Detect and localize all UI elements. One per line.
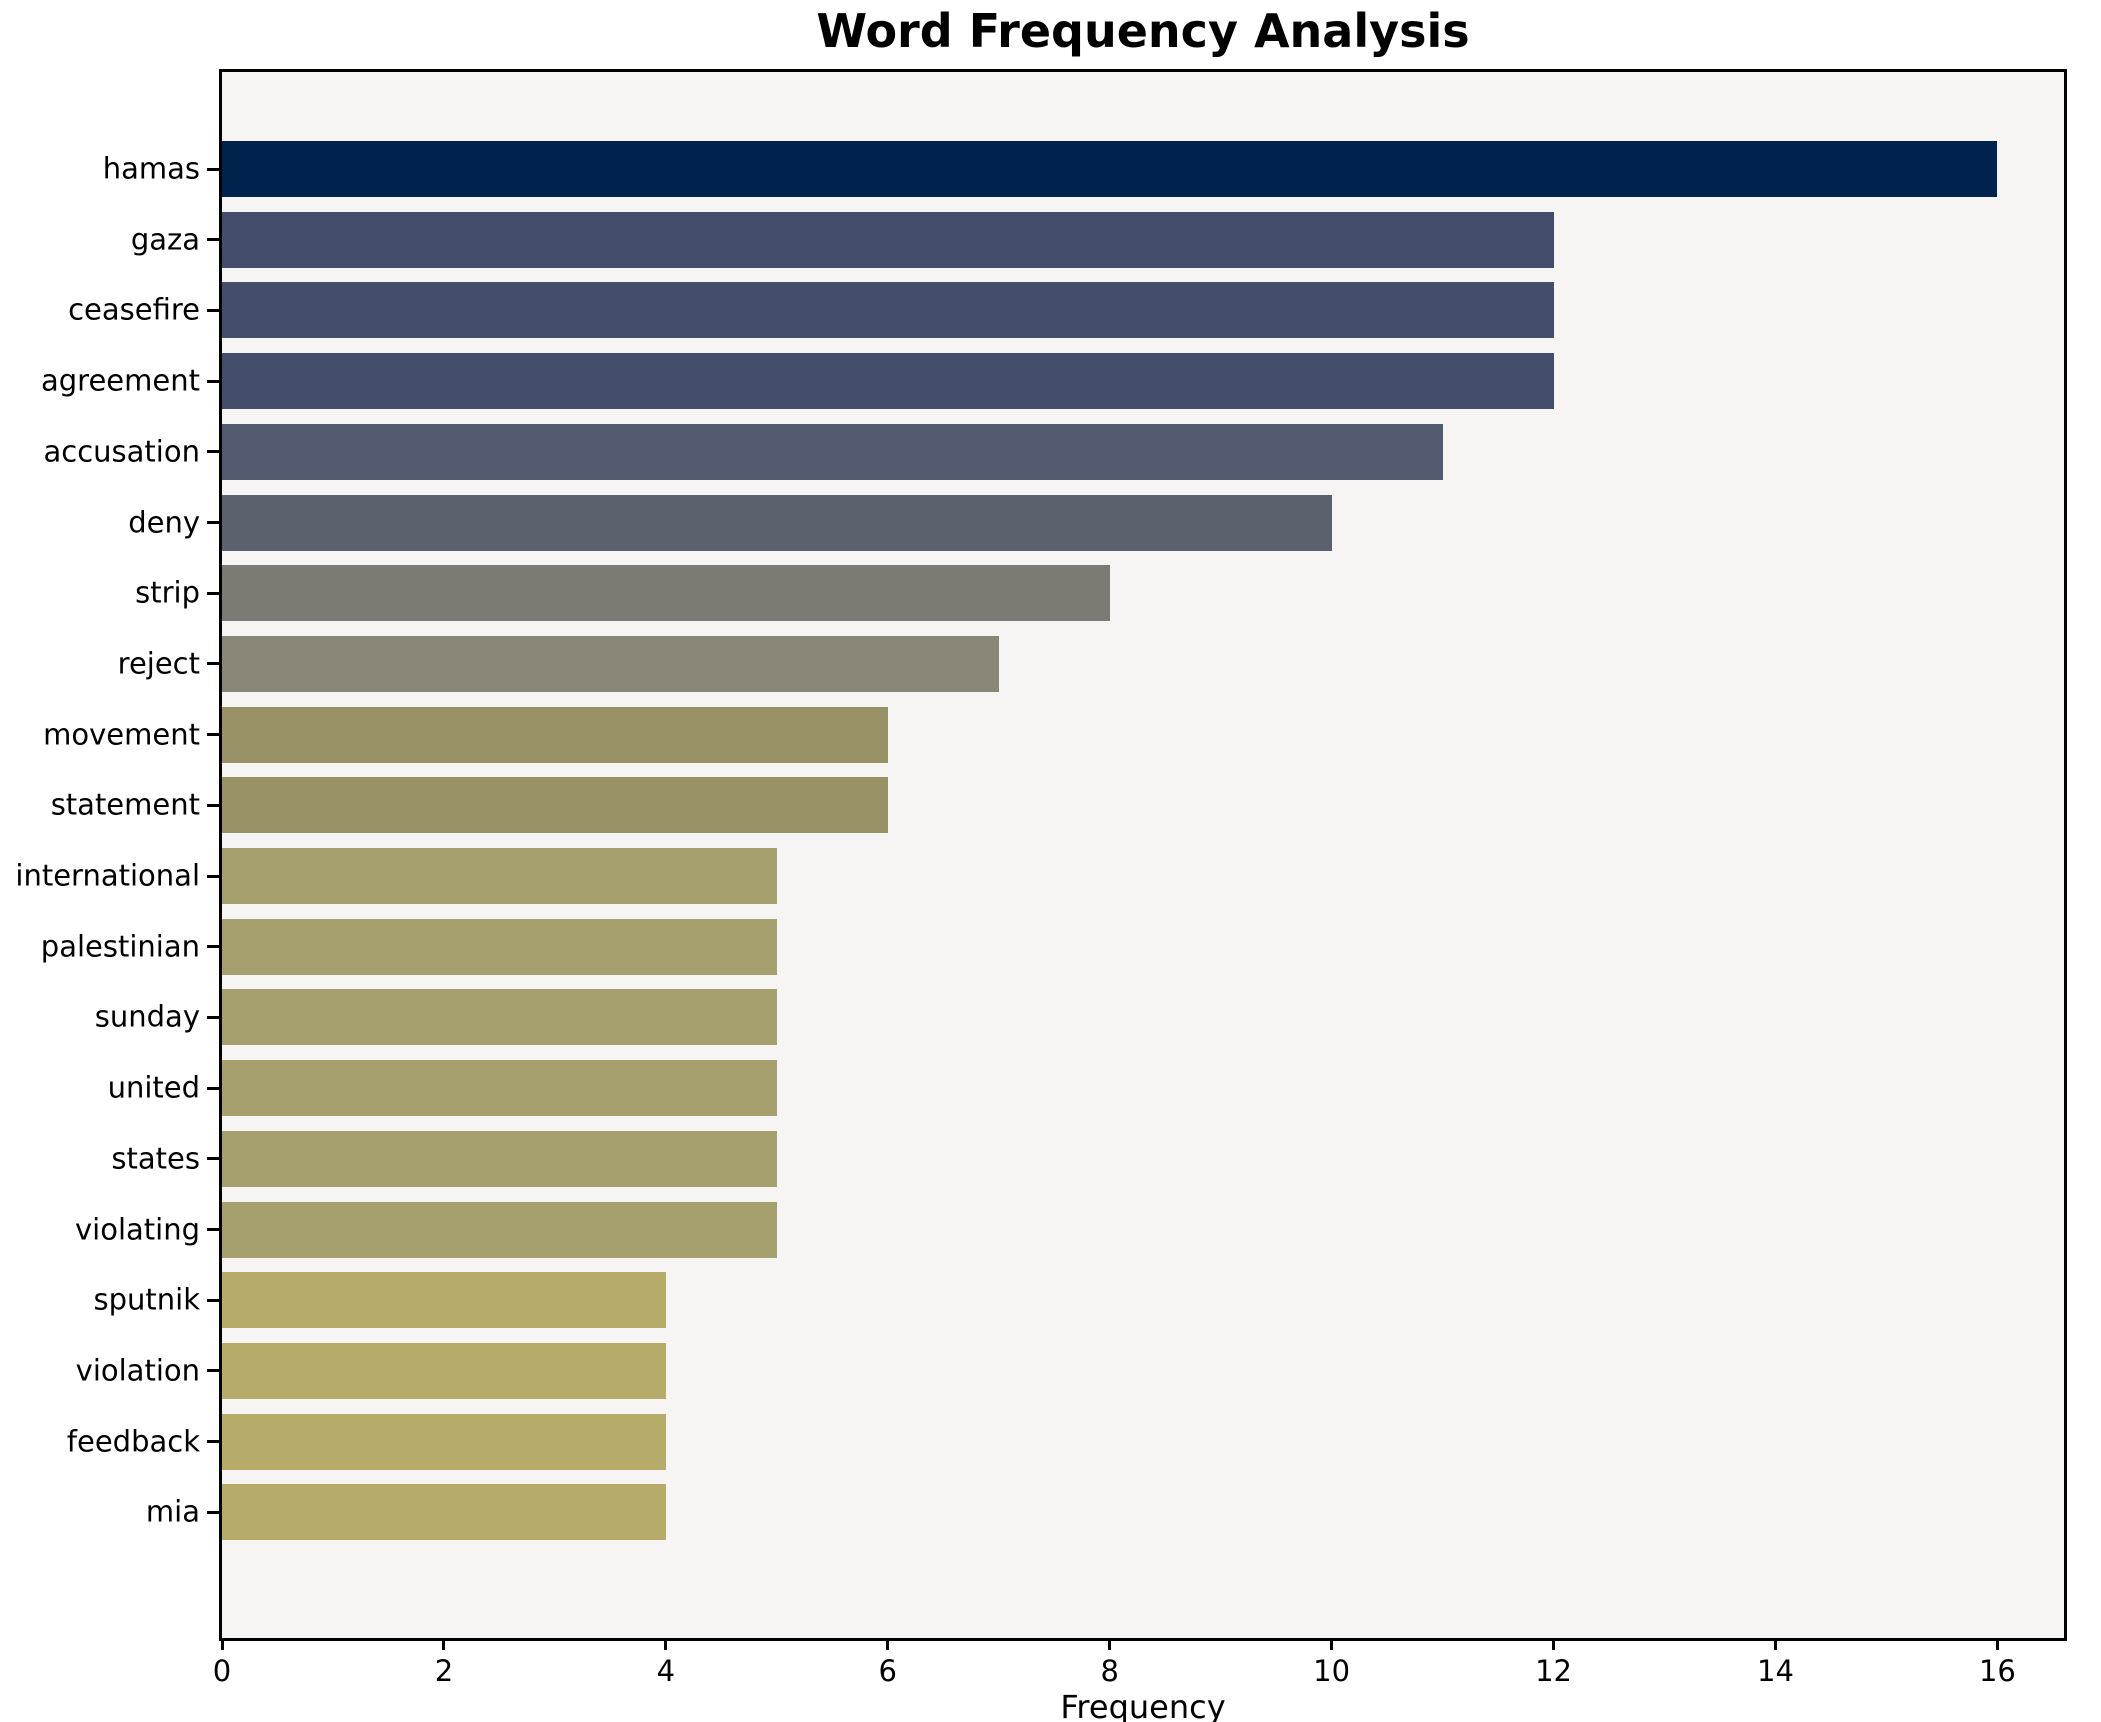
bar-mia [222, 1484, 666, 1541]
x-tick-label-16: 16 [1978, 1654, 2016, 1688]
x-tick-mark [1552, 1638, 1556, 1650]
y-tick-label-agreement: agreement [41, 363, 200, 398]
y-tick-label-ceasefire: ceasefire [68, 292, 200, 327]
bar-strip [222, 565, 1110, 622]
y-tick-mark [207, 1015, 219, 1019]
bar-feedback [222, 1413, 666, 1470]
y-tick-mark [207, 1086, 219, 1090]
y-tick-label-gaza: gaza [130, 222, 200, 257]
bar-international [222, 848, 777, 904]
bar-reject [222, 635, 999, 692]
x-tick-mark [886, 1638, 890, 1650]
y-tick-mark [207, 379, 219, 383]
y-tick-mark [207, 1440, 219, 1444]
x-tick-mark [664, 1638, 668, 1650]
bar-deny [222, 494, 1332, 551]
y-tick-label-sputnik: sputnik [93, 1282, 201, 1317]
bar-violating [222, 1201, 777, 1258]
y-tick-label-palestinian: palestinian [40, 929, 200, 964]
x-tick-label-0: 0 [212, 1654, 232, 1688]
y-tick-mark [207, 521, 219, 524]
y-tick-label-reject: reject [117, 646, 200, 681]
chart-title: Word Frequency Analysis [816, 4, 1470, 58]
y-tick-mark [207, 945, 219, 949]
y-tick-label-statement: statement [50, 787, 200, 822]
x-tick-mark [442, 1638, 446, 1650]
y-tick-mark [207, 1369, 219, 1373]
y-tick-label-movement: movement [43, 716, 200, 751]
y-tick-mark [207, 450, 219, 454]
y-tick-label-violating: violating [74, 1211, 200, 1246]
x-tick-label-2: 2 [434, 1654, 454, 1688]
x-tick-mark [1330, 1638, 1334, 1650]
y-tick-mark [207, 1157, 219, 1161]
y-tick-label-feedback: feedback [66, 1423, 200, 1458]
y-tick-mark [207, 733, 219, 737]
y-tick-label-deny: deny [128, 504, 200, 539]
y-tick-mark [207, 1228, 219, 1231]
y-tick-label-sunday: sunday [94, 999, 200, 1034]
y-tick-label-hamas: hamas [102, 151, 200, 186]
y-tick-mark [207, 803, 219, 807]
bar-statement [222, 777, 888, 834]
y-tick-label-united: united [107, 1070, 200, 1105]
x-tick-label-4: 4 [656, 1654, 676, 1688]
bar-united [222, 1060, 777, 1117]
bar-violation [222, 1342, 666, 1399]
bar-gaza [222, 211, 1554, 268]
y-tick-mark [207, 1298, 219, 1302]
y-tick-mark [207, 167, 219, 171]
bar-agreement [222, 353, 1554, 410]
bar-ceasefire [222, 282, 1554, 339]
y-tick-label-accusation: accusation [43, 434, 200, 469]
y-tick-mark [207, 874, 219, 878]
bar-sunday [222, 989, 777, 1046]
y-tick-mark [207, 662, 219, 666]
y-tick-label-strip: strip [135, 575, 200, 610]
bar-accusation [222, 423, 1443, 480]
x-tick-label-10: 10 [1313, 1654, 1351, 1688]
plot-area [222, 72, 2064, 1638]
bar-states [222, 1130, 777, 1187]
y-tick-label-states: states [111, 1141, 200, 1176]
y-tick-mark [207, 238, 219, 242]
x-tick-label-14: 14 [1757, 1654, 1794, 1688]
y-tick-label-international: international [15, 858, 200, 893]
x-tick-mark [1773, 1638, 1777, 1650]
y-tick-mark [207, 1510, 219, 1514]
x-tick-mark [1995, 1638, 1999, 1650]
y-tick-mark [207, 591, 219, 595]
bar-palestinian [222, 918, 777, 975]
bar-hamas [222, 141, 1998, 197]
y-tick-label-mia: mia [145, 1494, 200, 1529]
bar-sputnik [222, 1272, 666, 1329]
x-tick-mark [220, 1638, 224, 1650]
x-tick-mark [1108, 1638, 1112, 1650]
x-axis-title: Frequency [1060, 1688, 1226, 1722]
y-tick-mark [207, 308, 219, 312]
x-tick-label-8: 8 [1100, 1654, 1119, 1688]
y-tick-label-violation: violation [75, 1353, 200, 1388]
bar-movement [222, 706, 888, 763]
x-tick-label-12: 12 [1535, 1654, 1573, 1688]
x-tick-label-6: 6 [878, 1654, 897, 1688]
